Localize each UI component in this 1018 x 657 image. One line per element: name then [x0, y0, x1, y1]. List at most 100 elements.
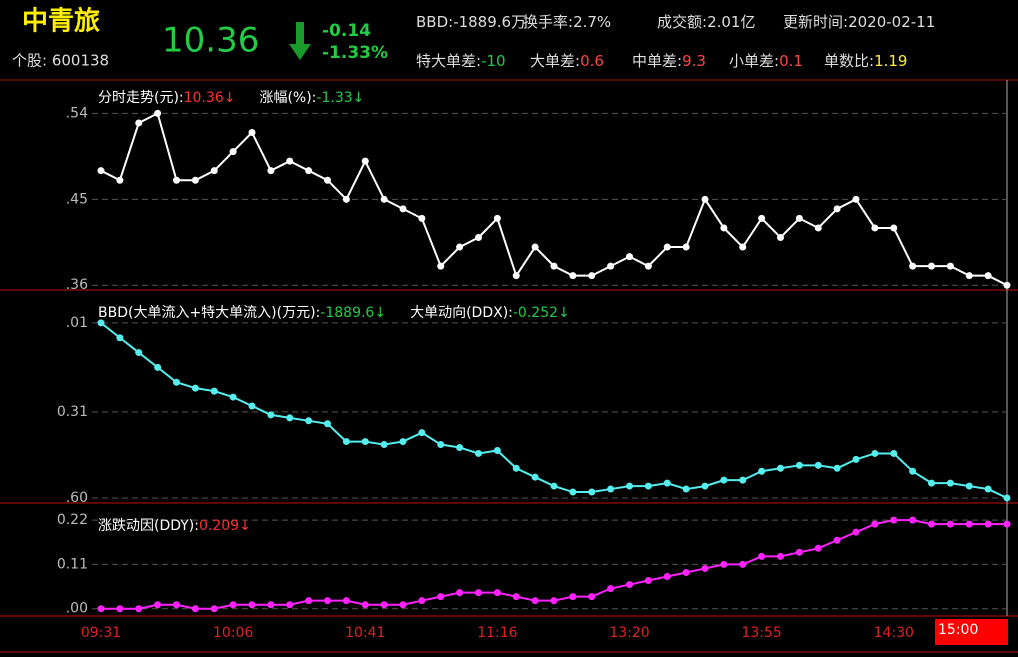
point — [154, 363, 162, 371]
point — [663, 573, 671, 581]
point — [191, 176, 199, 184]
point — [248, 129, 256, 136]
y-tick-label: 0.11 — [57, 556, 88, 572]
legend-label: 分时走势(元): — [98, 90, 184, 106]
point — [267, 411, 275, 419]
point — [909, 262, 917, 270]
point — [324, 597, 331, 605]
legend-label: 大单动向(DDX): — [410, 305, 513, 321]
point — [475, 589, 482, 597]
point — [588, 593, 596, 601]
point — [682, 243, 690, 251]
point — [173, 176, 180, 184]
point — [493, 446, 501, 454]
stat-label: 小单差: — [729, 52, 779, 70]
point — [399, 601, 407, 609]
x-tick-label: 14:30 — [874, 625, 914, 641]
stat: BBD:-1889.6万 — [416, 13, 526, 31]
point — [361, 438, 369, 446]
point — [380, 195, 388, 203]
point — [305, 417, 313, 425]
point — [418, 597, 426, 605]
point — [305, 597, 313, 605]
stat: 特大单差:-10 — [416, 52, 506, 70]
stat-label: 单数比: — [824, 52, 874, 70]
stat-label: 中单差: — [632, 52, 682, 70]
point — [380, 441, 388, 449]
point — [663, 243, 671, 251]
point — [191, 605, 199, 613]
time-box — [935, 619, 1008, 645]
point — [928, 479, 935, 487]
point — [965, 482, 973, 490]
point — [229, 601, 237, 609]
point — [399, 438, 407, 446]
point — [210, 605, 218, 613]
point — [399, 205, 407, 213]
stat-label: BBD: — [416, 13, 453, 31]
point — [324, 176, 331, 184]
point — [305, 167, 313, 175]
point — [512, 464, 520, 472]
point — [286, 601, 294, 609]
point — [758, 214, 766, 222]
point — [720, 560, 728, 568]
point — [267, 167, 275, 175]
point — [607, 585, 615, 593]
point — [588, 272, 596, 280]
price: 10.36 — [162, 21, 259, 61]
point — [795, 548, 803, 556]
x-tick-label: 13:20 — [609, 625, 649, 641]
stock-code: 个股: 600138 — [12, 52, 109, 70]
stat: 中单差:9.3 — [632, 52, 706, 70]
legend-value: -1.33↓ — [316, 90, 364, 106]
point — [550, 597, 558, 605]
point — [512, 593, 520, 601]
point — [607, 262, 615, 270]
point — [833, 464, 841, 472]
point — [531, 473, 539, 481]
stat-value: -10 — [481, 52, 506, 70]
point — [946, 479, 954, 487]
change-pct: -1.33% — [322, 43, 388, 63]
down-arrow — [289, 22, 311, 60]
point — [852, 528, 860, 536]
stat-value: 1.19 — [874, 52, 907, 70]
point — [758, 552, 766, 560]
point — [777, 552, 784, 560]
legend-value: -0.252↓ — [513, 305, 570, 321]
point — [154, 601, 162, 609]
x-tick-label: 15:00 — [938, 622, 978, 638]
point — [361, 157, 369, 165]
point — [493, 589, 501, 597]
point — [739, 476, 747, 484]
point — [644, 577, 652, 585]
stat-value: 2.7% — [573, 13, 611, 31]
point — [210, 387, 218, 395]
y-tick-label: .45 — [66, 191, 88, 207]
point — [814, 544, 822, 552]
point — [984, 272, 992, 280]
point — [248, 601, 256, 609]
change: -0.14 — [322, 21, 371, 41]
point — [965, 520, 973, 528]
point — [135, 119, 143, 127]
point — [814, 224, 822, 232]
point — [701, 482, 709, 490]
point — [512, 272, 520, 280]
point — [890, 516, 898, 524]
stat: 更新时间:2020-02-11 — [783, 13, 935, 31]
panel-legend: BBD(大单流入+特大单流入)(万元):-1889.6↓ 大单动向(DDX):-0… — [98, 305, 570, 321]
legend-label: 涨幅(%): — [259, 90, 316, 106]
point — [456, 589, 464, 597]
point — [626, 581, 633, 589]
line — [100, 322, 1008, 499]
point — [437, 441, 445, 449]
point — [739, 560, 747, 568]
point — [890, 449, 898, 457]
point — [795, 461, 803, 469]
point — [229, 393, 237, 401]
stat-value: 0.6 — [580, 52, 604, 70]
point — [871, 224, 879, 232]
point — [286, 157, 294, 165]
